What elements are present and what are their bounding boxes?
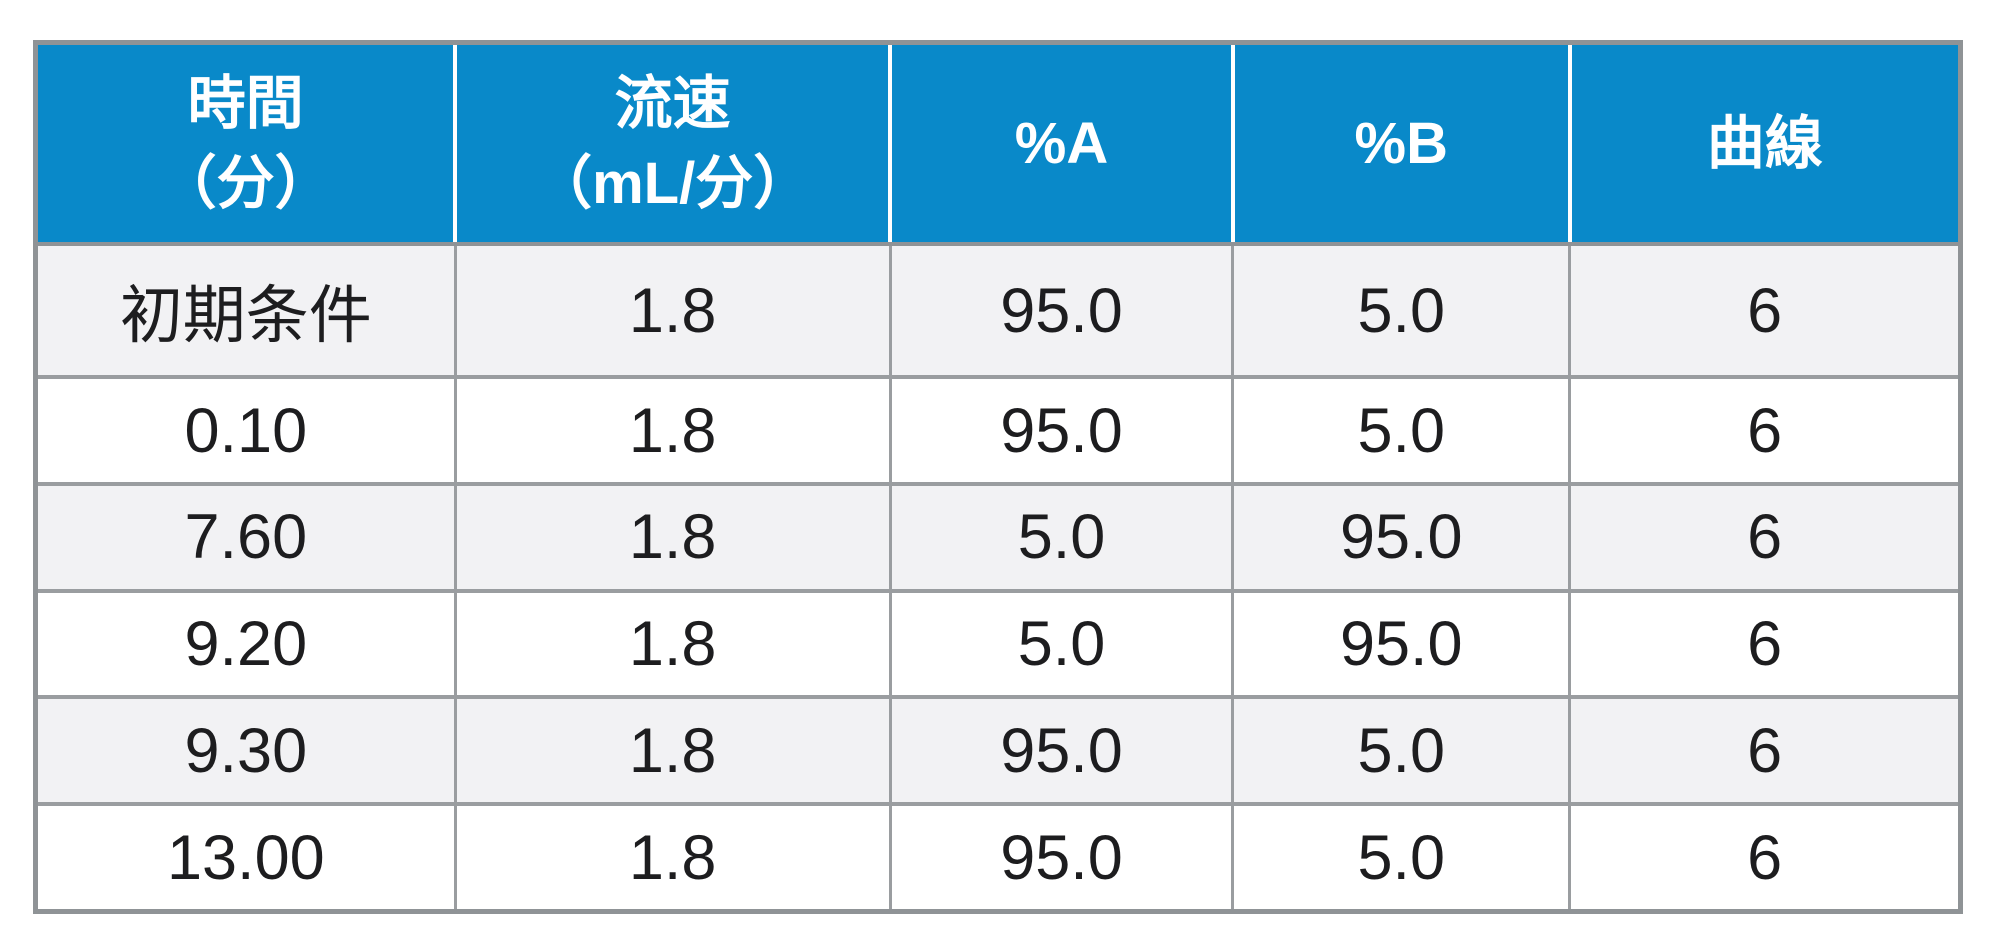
table-cell: 7.60 <box>34 482 457 593</box>
table-cell: 初期条件 <box>34 241 457 380</box>
table-cell: 95.0 <box>888 802 1235 914</box>
table-cell: 5.0 <box>888 482 1235 593</box>
table-row: 9.20 1.8 5.0 95.0 6 <box>34 588 1962 700</box>
table-row: 7.60 1.8 5.0 95.0 6 <box>34 482 1962 593</box>
header-cell-percent-a: %A <box>888 42 1235 246</box>
table-cell: 1.8 <box>453 375 892 487</box>
table-cell: 95.0 <box>888 375 1235 487</box>
table-row: 初期条件 1.8 95.0 5.0 6 <box>34 241 1962 380</box>
header-cell-time-min: 時間 （分） <box>33 42 458 246</box>
table-cell: 1.8 <box>453 695 892 807</box>
table-row: 9.30 1.8 95.0 5.0 6 <box>34 695 1962 807</box>
gradient-table: 時間 （分） 流速 （mL/分） %A %B 曲線 <box>33 40 1963 914</box>
table-cell: 5.0 <box>1231 241 1572 380</box>
table-cell: 1.8 <box>453 241 892 380</box>
header-cell-curve: 曲線 <box>1567 42 1963 246</box>
table-row: 0.10 1.8 95.0 5.0 6 <box>34 375 1962 487</box>
header-line1: 流速 <box>614 70 731 136</box>
table-cell: 6 <box>1568 241 1962 380</box>
header-line1: 時間 <box>187 70 304 136</box>
table-row: 13.00 1.8 95.0 5.0 6 <box>34 802 1962 914</box>
table-cell: 5.0 <box>1231 375 1572 487</box>
table-cell: 95.0 <box>1231 588 1572 700</box>
table-cell: 9.20 <box>34 588 457 700</box>
table-cell: 6 <box>1568 802 1962 914</box>
header-line1: 曲線 <box>1706 110 1823 176</box>
table-cell: 1.8 <box>453 802 892 914</box>
header-cell-percent-b: %B <box>1230 42 1572 246</box>
table-cell: 6 <box>1568 588 1962 700</box>
table-cell: 1.8 <box>453 482 892 593</box>
table-cell: 6 <box>1568 482 1962 593</box>
table-header: 時間 （分） 流速 （mL/分） %A %B 曲線 <box>33 42 1963 246</box>
header-line2: （分） <box>158 150 333 216</box>
table-body: 初期条件 1.8 95.0 5.0 6 0.10 1.8 95.0 5.0 6 … <box>34 241 1962 914</box>
header-line1: %B <box>1354 110 1448 176</box>
header-row: 時間 （分） 流速 （mL/分） %A %B 曲線 <box>33 42 1963 246</box>
table-cell: 95.0 <box>888 241 1235 380</box>
table-cell: 13.00 <box>34 802 457 914</box>
table-cell: 0.10 <box>34 375 457 487</box>
table-cell: 95.0 <box>888 695 1235 807</box>
table-cell: 9.30 <box>34 695 457 807</box>
header-cell-flow-rate: 流速 （mL/分） <box>453 42 893 246</box>
table-cell: 6 <box>1568 695 1962 807</box>
header-line2: （mL/分） <box>534 150 812 216</box>
table-cell: 5.0 <box>888 588 1235 700</box>
table-cell: 95.0 <box>1231 482 1572 593</box>
table-cell: 6 <box>1568 375 1962 487</box>
table-cell: 5.0 <box>1231 802 1572 914</box>
header-line1: %A <box>1014 110 1109 176</box>
table-cell: 1.8 <box>453 588 892 700</box>
table-cell: 5.0 <box>1231 695 1572 807</box>
